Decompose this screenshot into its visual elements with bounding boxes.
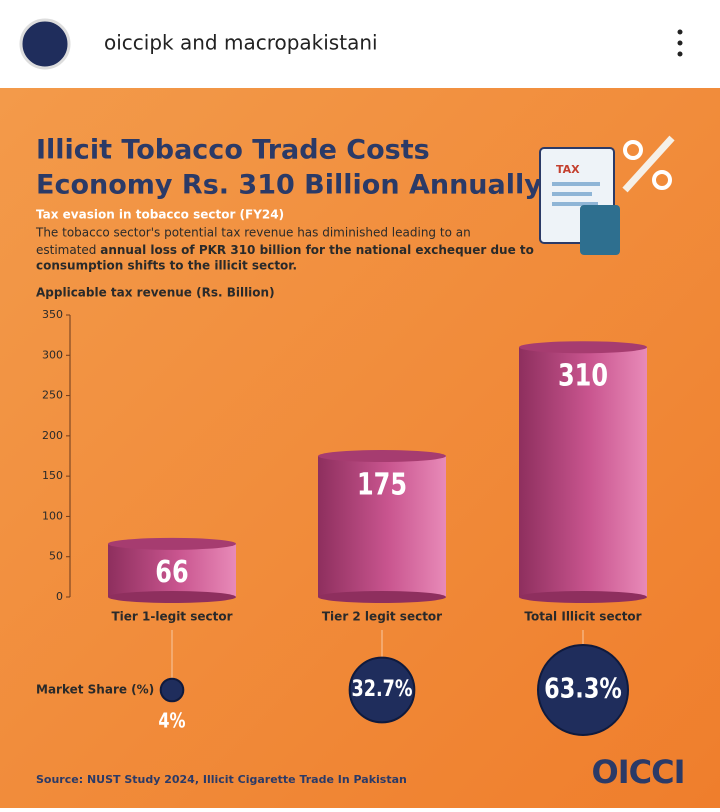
market-share-label: 4% bbox=[158, 710, 185, 733]
value-label: 66 bbox=[155, 556, 188, 590]
market-share-label: 63.3% bbox=[544, 671, 622, 704]
avatar[interactable] bbox=[19, 18, 71, 70]
bar bbox=[318, 456, 446, 597]
x-tick-label: Total Illicit sector bbox=[524, 610, 641, 624]
market-share-label: 32.7% bbox=[351, 676, 412, 701]
title-line: Economy Rs. 310 Billion Annually bbox=[36, 170, 542, 201]
bar-top bbox=[108, 537, 236, 550]
y-tick-label: 50 bbox=[49, 550, 63, 563]
value-label: 310 bbox=[558, 359, 608, 393]
y-tick-label: 300 bbox=[42, 348, 63, 361]
y-tick-label: 200 bbox=[42, 429, 63, 442]
bar-base bbox=[519, 591, 647, 603]
market-share-label: Market Share (%) bbox=[36, 683, 154, 697]
y-tick-label: 150 bbox=[42, 469, 63, 482]
more-menu[interactable] bbox=[677, 29, 683, 57]
description: estimated annual loss of PKR 310 billion… bbox=[36, 243, 534, 257]
description-bold: consumption shifts to the illicit sector… bbox=[36, 259, 297, 273]
header-bar bbox=[0, 0, 720, 88]
y-axis-label: Applicable tax revenue (Rs. Billion) bbox=[36, 286, 275, 300]
source: Source: NUST Study 2024, Illicit Cigaret… bbox=[36, 773, 407, 786]
y-tick-label: 350 bbox=[42, 308, 63, 321]
logo: OICCI bbox=[592, 753, 685, 791]
title-line: Illicit Tobacco Trade Costs bbox=[36, 135, 430, 166]
value-label: 175 bbox=[357, 468, 407, 502]
y-tick-label: 100 bbox=[42, 509, 63, 522]
x-tick-label: Tier 1-legit sector bbox=[111, 610, 232, 624]
x-tick-label: Tier 2 legit sector bbox=[322, 610, 442, 624]
description-bold: annual loss of PKR 310 billion for the n… bbox=[100, 243, 534, 257]
market-share-bubble bbox=[537, 644, 629, 736]
market-share-bubble bbox=[348, 656, 416, 724]
description-part: estimated bbox=[36, 243, 100, 257]
bar-top bbox=[318, 450, 446, 462]
y-tick-label: 0 bbox=[56, 590, 63, 603]
bar bbox=[519, 347, 647, 597]
bar-top bbox=[519, 341, 647, 354]
account-name[interactable]: oiccipk and macropakistani bbox=[104, 31, 378, 55]
y-tick-label: 250 bbox=[42, 389, 63, 402]
bar bbox=[108, 543, 236, 597]
market-share-bubble bbox=[159, 677, 185, 703]
bar-base bbox=[318, 591, 446, 603]
bar-base bbox=[108, 591, 236, 603]
illustration: TAX bbox=[539, 135, 675, 255]
illustration-text: TAX bbox=[556, 163, 580, 176]
subtitle: Tax evasion in tobacco sector (FY24) bbox=[36, 208, 284, 222]
description: The tobacco sector's potential tax reven… bbox=[35, 226, 471, 240]
